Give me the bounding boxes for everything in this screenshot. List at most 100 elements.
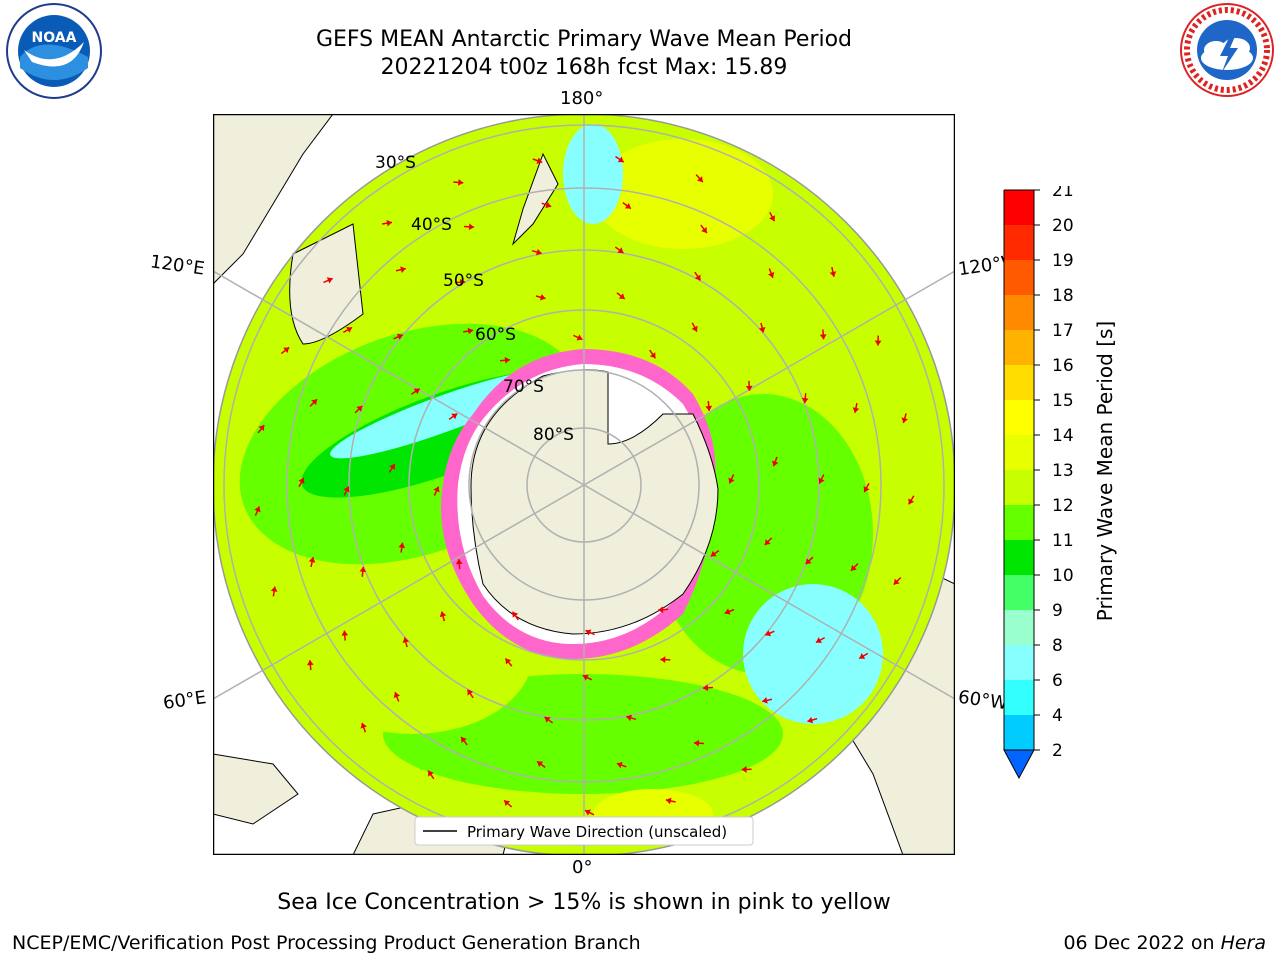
wave-arrow-head (859, 653, 866, 659)
wave-arrow-head (618, 293, 625, 300)
colorbar-segment (1004, 505, 1034, 540)
colorbar-tick-label: 13 (1052, 461, 1074, 481)
wave-arrow-head (311, 399, 318, 406)
lat-label-70s: 70°S (503, 377, 544, 397)
wave-arrow-head (386, 219, 392, 227)
wave-arrow-head (852, 407, 860, 413)
lat-label-40s: 40°S (411, 215, 452, 235)
wave-arrow-head (356, 405, 363, 412)
wave-arrow-head (901, 417, 909, 424)
colorbar-tick-label: 6 (1052, 671, 1063, 691)
colorbar: 21 20 19 18 17 16 15 14 13 12 11 10 9 8 6 4 2 Primary Wa… (1003, 186, 1117, 780)
wave-arrow-head (536, 157, 543, 164)
wave-arrow-head (616, 761, 623, 769)
colorbar-tick-label: 15 (1052, 391, 1074, 411)
colorbar-extend-triangle (1003, 749, 1035, 780)
wave-arrow-head (413, 388, 420, 395)
colorbar-tick-label: 9 (1052, 601, 1063, 621)
wave-arrow-head (306, 660, 314, 666)
wave-arrow-head (762, 697, 768, 704)
colorbar-tick-label: 21 (1052, 186, 1074, 201)
wave-arrow-head (504, 356, 510, 364)
wave-arrow-head (467, 689, 474, 696)
wave-arrow-head (874, 340, 882, 346)
colorbar-tick-label: 14 (1052, 426, 1074, 446)
wave-arrow-head (326, 277, 333, 284)
wave-arrow-head (818, 477, 825, 484)
colorbar-tick-label: 19 (1052, 251, 1074, 271)
colorbar-tick-label: 11 (1052, 531, 1074, 551)
colorbar-tick-label: 16 (1052, 356, 1074, 376)
wave-arrow-head (504, 800, 511, 807)
wave-arrow-head (428, 770, 434, 777)
wave-arrow-head (769, 215, 776, 222)
chart-subtitle: 20221204 t00z 168h fcst Max: 15.89 (380, 55, 788, 80)
colorbar-segment (1004, 365, 1034, 400)
wave-arrow-head (893, 578, 900, 585)
wave-arrow-head (745, 385, 753, 391)
wave-arrow-head (439, 611, 447, 618)
wave-arrow-head (346, 326, 353, 333)
wave-arrow-head (468, 223, 475, 231)
wave-arrow-head (536, 248, 542, 256)
wave-arrow-head (710, 550, 717, 557)
wave-arrow-head (863, 486, 870, 493)
wave-arrow-head (626, 714, 632, 722)
legend-label: Primary Wave Direction (unscaled) (467, 823, 727, 841)
lat-label-30s: 30°S (375, 153, 416, 173)
colorbar-tick-label: 17 (1052, 321, 1074, 341)
wave-arrow-head (398, 542, 406, 549)
wave-arrow-head (258, 425, 265, 432)
wave-arrow-head (772, 460, 779, 467)
wave-arrow-head (850, 564, 857, 571)
wave-arrow-head (758, 326, 766, 333)
colorbar-segment (1004, 470, 1034, 505)
wave-arrow-head (624, 202, 631, 209)
meridian-label-0: 0° (572, 857, 593, 878)
lat-label-50s: 50°S (443, 271, 484, 291)
wave-arrow-head (807, 716, 814, 724)
colorbar-segment (1004, 540, 1034, 575)
wave-arrow-head (765, 630, 772, 637)
nws-logo (1180, 3, 1274, 97)
wave-arrow-head (360, 722, 367, 729)
wave-arrow-head (400, 266, 406, 273)
legend-box (414, 816, 754, 846)
colorbar-tick-label: 8 (1052, 636, 1063, 656)
colorbar-tick-label: 2 (1052, 741, 1063, 761)
colorbar-tick-label: 18 (1052, 286, 1074, 306)
colorbar-segment (1004, 645, 1034, 680)
wave-arrow-head (505, 658, 512, 665)
wave-arrow-head (724, 608, 731, 615)
wave-arrow-head (705, 405, 713, 411)
colorbar-segment (1004, 400, 1034, 435)
colorbar-tick-label: 12 (1052, 496, 1074, 516)
wave-arrow-head (741, 766, 747, 773)
colorbar-segment (1004, 680, 1034, 715)
wave-arrow-head (585, 809, 591, 816)
wave-arrow-head (402, 637, 410, 644)
footer-credit: NCEP/EMC/Verification Post Processing Pr… (12, 932, 641, 954)
meridian-label-60e: 60°E (161, 687, 208, 714)
meridian-label-180: 180° (560, 88, 604, 109)
wave-arrow-head (576, 334, 583, 341)
antarctic-map: 30°S 40°S 50°S 60°S 70°S 80°S Primary Wa… (213, 114, 955, 855)
wave-arrow-head (537, 761, 544, 768)
wave-arrow-head (283, 347, 290, 354)
wave-arrow-head (461, 736, 467, 743)
wave-arrow-head (343, 486, 350, 493)
wave-arrow-head (764, 539, 771, 546)
colorbar-segment (1004, 575, 1034, 610)
wave-arrow-head (585, 629, 592, 636)
wave-arrow-head (660, 656, 666, 664)
wave-arrow-head (694, 274, 701, 281)
wave-arrow-head (298, 477, 305, 484)
wave-arrow-head (728, 477, 735, 484)
colorbar-segment (1004, 260, 1034, 295)
colorbar-tick-label: 20 (1052, 216, 1074, 236)
lat-label-80s: 80°S (533, 425, 574, 445)
wave-arrow-head (396, 333, 403, 340)
wave-arrow-head (617, 247, 624, 253)
wave-arrow-head (308, 557, 316, 563)
colorbar-label: Primary Wave Mean Period [s] (1093, 321, 1117, 622)
